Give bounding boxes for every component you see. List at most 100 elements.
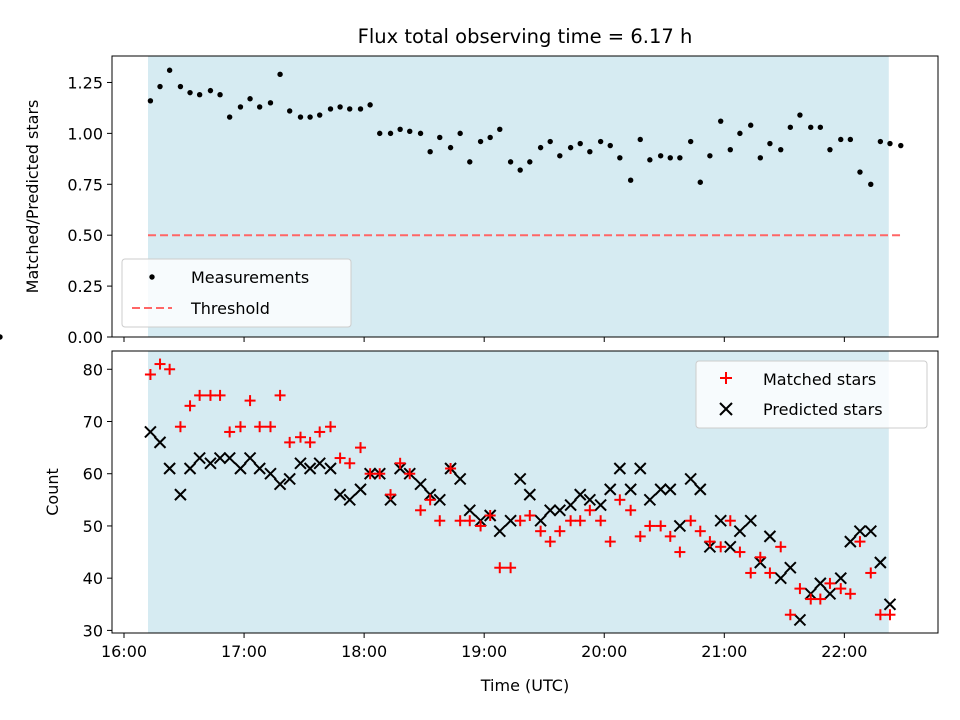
matched-star-point [574,515,586,527]
matched-star-point [454,515,466,527]
matched-star-point [505,562,517,574]
predicted-mark-stroke [763,530,777,543]
matched-star-point [244,395,256,407]
measurement-point [286,108,293,114]
predicted-mark-stroke [273,477,287,491]
matched-star-point [644,520,656,532]
predicted-star-point [243,451,257,465]
matched-star-point [144,369,156,380]
predicted-star-point [613,462,627,475]
measurement-point [357,106,364,112]
matched-star-point [164,363,176,375]
matched-star-point [865,567,877,579]
count-panel: 30 40 50 60 70 80 16:00 17:00 18:00 19:00 20:00 21… [43,350,939,695]
predicted-mark-stroke [744,514,757,527]
matched-star-point [704,536,716,548]
measurement-point [677,155,683,161]
count-y-tick-label: 80 [83,360,103,379]
measurement-point [237,104,244,110]
matched-star-point [835,583,847,595]
matched-star-point [294,431,306,443]
measurement-point [537,144,544,151]
predicted-star-point [223,451,236,465]
matched-star-point [304,436,316,448]
ratio-y-tick-label: 1.25 [67,73,103,92]
count-y-axis-label: Count [43,468,62,516]
predicted-mark-stroke [874,556,887,569]
measurement-point [547,138,553,145]
matched-star-point [745,567,757,579]
predicted-star-point [844,535,857,548]
measurement-point [687,138,694,145]
legend-threshold-label: Threshold [190,299,270,318]
predicted-mark-stroke [594,498,607,512]
predicted-star-point [213,451,227,465]
matched-star-point [445,463,457,474]
matched-star-point [664,530,676,542]
measurement-point [337,104,343,110]
predicted-star-point [643,493,657,507]
measurement-point [587,149,593,155]
matched-star-point [884,609,896,621]
matched-star-point [254,421,266,433]
predicted-star-point [294,457,307,470]
matched-star-point [184,400,196,412]
measurement-point [778,146,784,153]
predicted-star-point [354,483,367,496]
matched-star-point [614,494,626,506]
matched-star-point [535,525,547,537]
count-x-tick-label: 21:00 [701,642,747,661]
measurement-point [317,112,323,118]
predicted-mark-stroke [493,524,506,538]
matched-star-point [854,536,866,548]
matched-star-point [595,515,607,527]
matched-star-point [494,562,506,574]
measurement-point [447,144,454,151]
predicted-star-point [163,462,176,475]
measurement-point [0,334,3,340]
predicted-mark-stroke [144,425,157,439]
predicted-mark-stroke [664,483,677,496]
predicted-star-point [253,462,266,475]
count-x-tick-label: 18:00 [341,642,387,661]
predicted-star-point [624,483,637,496]
predicted-star-point [684,472,697,486]
matched-star-point [154,358,166,370]
measurement-point [407,128,413,135]
predicted-mark-stroke [624,483,637,496]
predicted-mark-stroke [844,535,857,548]
predicted-mark-stroke [733,524,747,538]
measurement-point [177,83,184,90]
predicted-mark-stroke [654,483,667,496]
count-marks [144,358,897,627]
measurement-point [567,144,574,151]
predicted-mark-stroke [193,451,206,465]
matched-star-point [874,609,886,621]
matched-star-point [794,583,806,595]
predicted-mark-stroke [213,451,227,465]
predicted-mark-stroke [414,477,427,491]
measurement-point [627,177,634,183]
predicted-star-point [333,488,347,501]
measurement-point [637,136,643,143]
matched-star-point [514,515,526,527]
count-y-tick-label: 70 [83,413,103,432]
ratio-y-ticks: 0.00 0.25 0.50 0.75 1.00 1.25 [67,73,112,347]
measurement-point [477,138,484,145]
matched-star-point [334,452,346,464]
predicted-star-point [594,498,607,512]
legend-measurements-marker [149,274,155,280]
measurement-point [737,130,743,137]
predicted-mark-stroke [523,488,537,501]
matched-star-point [314,426,326,438]
predicted-star-point [204,457,217,470]
predicted-mark-stroke [714,514,727,527]
ratio-y-tick-label: 0.50 [67,226,103,245]
predicted-mark-stroke [574,488,587,501]
matched-star-point [814,593,826,605]
ratio-plot-frame [111,55,939,338]
predicted-star-point [414,477,427,491]
predicted-mark-stroke [544,504,557,517]
predicted-star-point [504,514,517,527]
predicted-mark-stroke [333,488,347,501]
